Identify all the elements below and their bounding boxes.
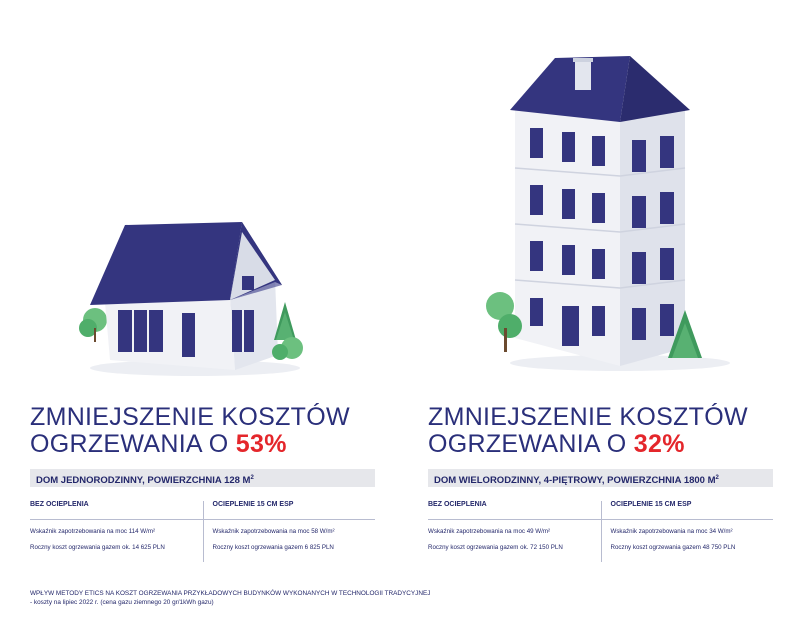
single-family-house-illustration (79, 222, 303, 376)
bush-icon (272, 337, 303, 360)
multi-family-card: ZMNIEJSZENIE KOSZTÓW OGRZEWANIA O 32% DO… (428, 404, 773, 562)
column-without-insulation: BEZ OCIEPLENIA Wskaźnik zapotrzebowania … (30, 501, 203, 562)
headline: ZMNIEJSZENIE KOSZTÓW OGRZEWANIA O 53% (30, 404, 375, 458)
power-demand-text: Wskaźnik zapotrzebowania na moc 34 W/m² (610, 528, 733, 535)
annual-cost-text: Roczny koszt ogrzewania gazem 6 825 PLN (212, 544, 334, 551)
area-unit-superscript: 2 (250, 475, 254, 481)
column-heading: OCIEPLENIE 15 CM ESP (212, 501, 294, 508)
annual-cost-text: Roczny koszt ogrzewania gazem ok. 72 150… (428, 544, 563, 551)
column-heading: BEZ OCIEPLENIA (30, 501, 89, 508)
savings-percent: 53% (235, 430, 287, 458)
column-with-insulation: OCIEPLENIE 15 CM ESP Wskaźnik zapotrzebo… (202, 501, 376, 562)
building-type-label: DOM WIELORODZINNY, 4-PIĘTROWY, POWIERZCH… (434, 475, 716, 487)
tree-icon (486, 292, 522, 352)
footnote-line2: - koszty na lipiec 2022 r. (cena gazu zi… (30, 599, 214, 606)
pine-tree-icon (274, 302, 296, 340)
single-family-card: ZMNIEJSZENIE KOSZTÓW OGRZEWANIA O 53% DO… (30, 404, 375, 562)
annual-cost-text: Roczny koszt ogrzewania gazem 48 750 PLN (610, 544, 736, 551)
pine-tree-icon (668, 310, 702, 358)
headline: ZMNIEJSZENIE KOSZTÓW OGRZEWANIA O 32% (428, 404, 773, 458)
footnote-line1: WPŁYW METODY ETICS NA KOSZT OGRZEWANIA P… (30, 590, 431, 597)
headline-line1: ZMNIEJSZENIE KOSZTÓW (30, 403, 350, 431)
column-with-insulation: OCIEPLENIE 15 CM ESP Wskaźnik zapotrzebo… (600, 501, 774, 562)
building-type-bar: DOM WIELORODZINNY, 4-PIĘTROWY, POWIERZCH… (428, 469, 773, 487)
comparison-columns: BEZ OCIEPLENIA Wskaźnik zapotrzebowania … (428, 501, 773, 562)
annual-cost-text: Roczny koszt ogrzewania gazem ok. 14 625… (30, 544, 165, 551)
apartment-building-illustration (486, 56, 730, 371)
headline-line2: OGRZEWANIA O (30, 430, 236, 458)
column-without-insulation: BEZ OCIEPLENIA Wskaźnik zapotrzebowania … (428, 501, 601, 562)
header-divider (30, 519, 375, 520)
headline-line2: OGRZEWANIA O (428, 430, 634, 458)
footnote: WPŁYW METODY ETICS NA KOSZT OGRZEWANIA P… (30, 589, 430, 607)
building-type-label: DOM JEDNORODZINNY, POWIERZCHNIA 128 M (36, 475, 251, 487)
column-heading: BEZ OCIEPLENIA (428, 501, 487, 508)
column-heading: OCIEPLENIE 15 CM ESP (610, 501, 692, 508)
power-demand-text: Wskaźnik zapotrzebowania na moc 49 W/m² (428, 528, 551, 535)
power-demand-text: Wskaźnik zapotrzebowania na moc 58 W/m² (212, 528, 335, 535)
power-demand-text: Wskaźnik zapotrzebowania na moc 114 W/m² (30, 528, 156, 535)
header-divider (428, 519, 773, 520)
comparison-columns: BEZ OCIEPLENIA Wskaźnik zapotrzebowania … (30, 501, 375, 562)
headline-line1: ZMNIEJSZENIE KOSZTÓW (428, 403, 748, 431)
savings-percent: 32% (633, 430, 685, 458)
tree-icon (79, 308, 107, 342)
area-unit-superscript: 2 (715, 475, 719, 481)
building-type-bar: DOM JEDNORODZINNY, POWIERZCHNIA 128 M2 (30, 469, 375, 487)
